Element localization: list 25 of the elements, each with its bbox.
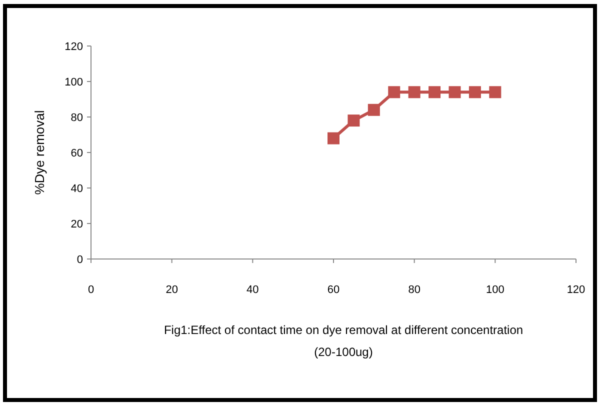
x-tick-label: 80: [408, 284, 420, 296]
y-tick-label: 40: [70, 182, 83, 195]
x-tick-label: 40: [246, 284, 259, 296]
point: [489, 86, 502, 98]
x-tick-label: 100: [486, 284, 504, 296]
y-tick-label: 80: [70, 112, 83, 124]
y-tick-label: 60: [70, 147, 83, 160]
x-tick-label: 60: [327, 284, 340, 296]
y-tick-label: 100: [64, 76, 83, 88]
x-axis-title: Fig1:Effect of contact time on dye removal at different concentration (20-100ug): [164, 323, 524, 359]
y-tick-label: 0: [76, 254, 83, 266]
point: [368, 104, 380, 116]
x-tick-label: 120: [566, 284, 586, 296]
point: [328, 132, 340, 144]
point: [388, 86, 400, 98]
point: [408, 86, 420, 98]
point: [348, 114, 360, 127]
x-tick-label: 0: [88, 284, 94, 296]
y-tick-label: 120: [64, 40, 83, 53]
y-tick-label: 20: [70, 218, 83, 230]
point: [468, 86, 481, 98]
y-axis-title: %Dye removal: [32, 110, 47, 195]
point: [448, 86, 461, 98]
point: [428, 86, 441, 98]
x-tick-label: 20: [166, 284, 178, 296]
